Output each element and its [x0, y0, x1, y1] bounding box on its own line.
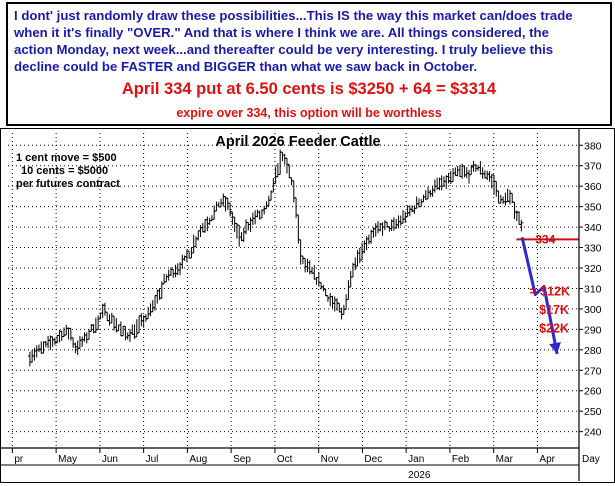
y-tick-label: 380 [584, 140, 602, 152]
commentary-line: when it it's finally "OVER." And that is… [14, 25, 549, 40]
projection-arrowhead [549, 341, 561, 354]
y-tick-label: 250 [584, 406, 602, 418]
x-tick-label: pr [14, 454, 24, 465]
chart-svg: 334 = $12K $17K $22K 240 250 260 270 280 290 300 3… [1, 129, 602, 481]
x-tick-label: Aug [189, 454, 207, 465]
y-tick-label: 280 [584, 345, 602, 357]
y-tick-label: 360 [584, 181, 602, 193]
strike-label: 334 [535, 232, 555, 246]
profit-label: $17K [539, 303, 569, 317]
y-tick-label: 270 [584, 365, 602, 377]
axes: 240 250 260 270 280 290 300 310 320 330 340 350 360 3… [1, 129, 602, 481]
projection-arrow [520, 236, 559, 355]
note-line: 10 cents = $5000 [21, 165, 108, 177]
x-tick-label: Nov [321, 454, 339, 465]
chart-title: April 2026 Feeder Cattle [215, 134, 380, 150]
profit-label: $22K [539, 321, 569, 335]
x-axis-unit-label: Day [582, 454, 600, 465]
y-tick-label: 350 [584, 202, 602, 214]
expire-note: expire over 334, this option will be wor… [176, 106, 442, 120]
y-tick-label: 300 [584, 304, 602, 316]
x-tick-label: Feb [452, 454, 470, 465]
y-tick-label: 260 [584, 386, 602, 398]
commentary-line: action Monday, next week...and thereafte… [14, 42, 554, 57]
x-tick-label: Dec [364, 454, 382, 465]
y-tick-label: 240 [584, 427, 602, 439]
commentary-line: I dont' just randomly draw these possibi… [14, 8, 573, 23]
x-tick-label: May [58, 454, 77, 465]
x-tick-label: Apr [539, 454, 555, 465]
year-label: 2026 [408, 470, 431, 481]
y-tick-label: 290 [584, 324, 602, 336]
projection-overlay: 334 = $12K $17K $22K [516, 232, 579, 355]
x-tick-label: Jul [146, 454, 159, 465]
x-tick-label: Jun [102, 454, 118, 465]
note-line: per futures contract [16, 178, 120, 190]
x-tick-label: Oct [277, 454, 293, 465]
y-tick-label: 310 [584, 283, 602, 295]
x-tick-label: Sep [233, 454, 251, 465]
y-tick-label: 320 [584, 263, 602, 275]
y-tick-label: 330 [584, 243, 602, 255]
profit-label: = $12K [529, 285, 570, 299]
note-line: 1 cent move = $500 [16, 152, 117, 164]
price-bars [27, 149, 524, 367]
price-chart: 334 = $12K $17K $22K 240 250 260 270 280 290 300 3… [0, 128, 615, 483]
commentary-box: I dont' just randomly draw these possibi… [6, 2, 612, 126]
x-tick-label: Jan [408, 454, 424, 465]
y-tick-label: 370 [584, 161, 602, 173]
put-option-line: April 334 put at 6.50 cents is $3250 + 6… [121, 80, 497, 98]
x-tick-label: Mar [496, 454, 514, 465]
commentary-line: decline could be FASTER and BIGGER than … [14, 59, 478, 74]
contract-notes: 1 cent move = $500 10 cents = $5000 per … [16, 152, 120, 190]
y-tick-label: 340 [584, 222, 602, 234]
commentary-text: I dont' just randomly draw these possibi… [14, 7, 610, 75]
